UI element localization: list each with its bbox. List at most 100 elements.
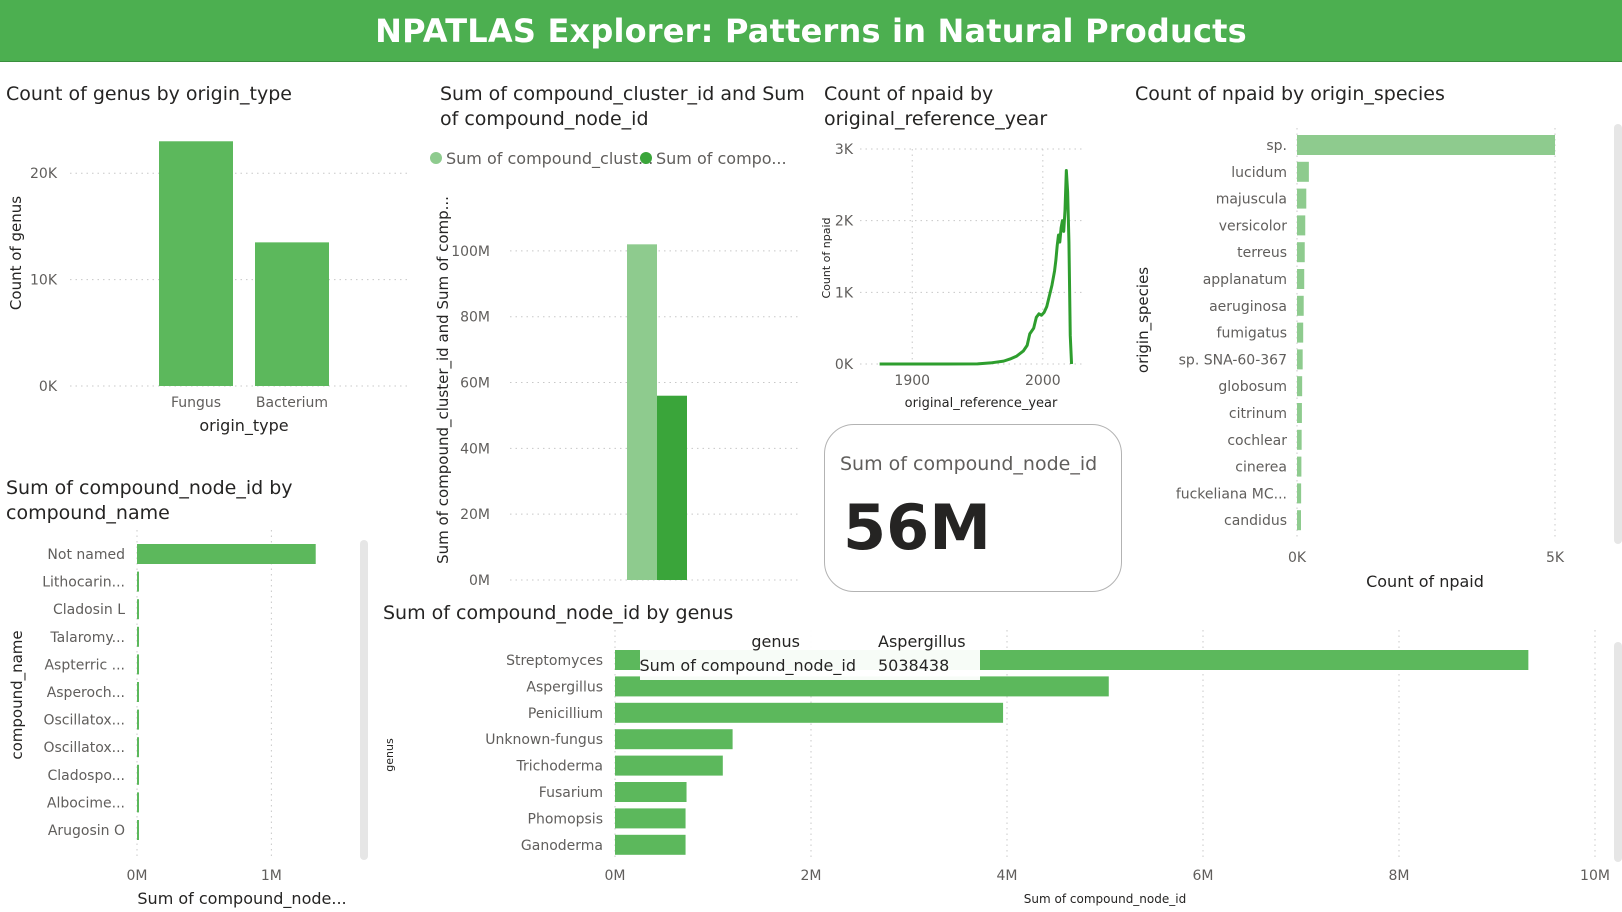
chart-genus-by-origin-type[interactable]: 0K 10K 20K Fungus Bacterium origin_type Count … (0, 120, 420, 460)
legend-label: Sum of compound_clust... (446, 149, 653, 169)
chart-node-by-compound-name[interactable]: 0M 1M Not named Lithocarin... Cladosin L Tala… (0, 530, 370, 912)
species-scrollbar[interactable] (1614, 124, 1622, 544)
kpi-value: 56M (843, 491, 991, 564)
x-tick-label: 8M (1389, 868, 1410, 884)
bar-4 (137, 626, 139, 647)
bar-6 (1297, 269, 1305, 289)
bar-bacterium (255, 242, 329, 386)
visual-title-npaid-by-species: Count of npaid by origin_species (1135, 83, 1445, 105)
y-tick-label: majuscula (1216, 192, 1287, 208)
tooltip-genus-label: genus (751, 632, 800, 651)
legend-marker (430, 152, 442, 164)
y-tick-label: Trichoderma (515, 759, 603, 775)
y-tick-label: applanatum (1203, 272, 1287, 288)
bar-trichoderma (615, 755, 723, 776)
report-title: NPATLAS Explorer: Patterns in Natural Pr… (375, 11, 1247, 50)
y-tick-label: Oscillatox... (43, 713, 125, 729)
y-tick-label: 20K (30, 166, 58, 182)
bar-9 (137, 764, 139, 785)
bar-phomopsis (615, 808, 686, 829)
x-axis-title: origin_type (199, 416, 288, 436)
genus-tooltip: genus Aspergillus Sum of compound_node_i… (639, 628, 980, 680)
y-axis-title: Sum of compound_cluster_id and Sum of co… (434, 196, 453, 564)
y-axis-title: compound_name (8, 630, 27, 759)
x-tick-label: 2000 (1025, 373, 1061, 389)
tooltip-genus-value: Aspergillus (878, 632, 966, 651)
bar-aspergillus (615, 676, 1109, 697)
x-tick-label: 6M (1193, 868, 1214, 884)
bar-fusarium (615, 782, 687, 802)
y-axis-title: Count of genus (7, 196, 25, 310)
x-axis-title: Sum of compound_node_id (1024, 892, 1186, 906)
y-tick-label: fumigatus (1217, 326, 1287, 342)
genus-scrollbar[interactable] (1614, 642, 1622, 862)
x-axis-title: Sum of compound_node... (137, 889, 346, 909)
line-series (879, 169, 1074, 366)
compound-scrollbar[interactable] (360, 540, 368, 860)
legend-label: Sum of compo... (656, 149, 787, 168)
report-banner: NPATLAS Explorer: Patterns in Natural Pr… (0, 0, 1622, 62)
x-tick-label: 2M (801, 868, 822, 884)
y-tick-label: Fusarium (539, 785, 603, 801)
y-axis-title: genus (383, 738, 396, 772)
x-tick-label: 0M (605, 868, 626, 884)
bar-series-1 (627, 244, 657, 580)
bar-2 (1297, 161, 1309, 182)
bar-ganoderma (615, 834, 686, 855)
chart-npaid-by-species[interactable]: 0K 5K sp. lucidum majuscula versicolor terreus… (1134, 120, 1622, 600)
bar-8 (137, 737, 139, 758)
bar-2 (137, 571, 139, 592)
y-tick-label: Oscillatox... (43, 740, 125, 756)
y-tick-label: 0K (835, 357, 854, 373)
x-axis-title: Count of npaid (1366, 572, 1484, 591)
kpi-card[interactable]: Sum of compound_node_id 56M (824, 424, 1122, 592)
bar-penicillium (615, 702, 1004, 723)
x-tick-label: 0M (127, 868, 148, 884)
y-tick-label: Phomopsis (528, 811, 603, 827)
bar-3 (1297, 188, 1307, 209)
bar-11 (137, 820, 139, 840)
bar-5 (137, 654, 139, 675)
bar-4 (1297, 215, 1306, 236)
y-tick-label: citrinum (1229, 406, 1287, 422)
y-tick-label: Lithocarin... (42, 575, 125, 591)
bar-3 (137, 599, 139, 620)
visual-title-genus-by-origin: Count of genus by origin_type (6, 83, 292, 105)
bar-series-2 (657, 395, 687, 580)
x-tick-label: 1M (261, 868, 282, 884)
bar-13 (1297, 456, 1302, 477)
y-tick-label: sp. SNA-60-367 (1179, 352, 1287, 368)
bar-10 (137, 792, 139, 813)
kpi-label: Sum of compound_node_id (840, 453, 1098, 475)
x-tick-label: 10M (1580, 868, 1610, 884)
legend-marker (640, 152, 652, 164)
y-tick-label: Aspterric ... (44, 657, 125, 673)
y-tick-label: 100M (451, 244, 490, 260)
bar-6 (137, 682, 139, 702)
chart-npaid-by-year[interactable]: 0K 1K 2K 3K 1900 2000 original_reference_year C… (820, 140, 1090, 420)
y-tick-label: 60M (460, 376, 490, 392)
bar-7 (1297, 295, 1304, 316)
y-tick-label: lucidum (1231, 165, 1287, 181)
x-tick-label: 5K (1546, 550, 1565, 566)
chart-node-by-genus[interactable]: 0M 2M 4M 6M 8M 10M Streptomyces Aspergillus Peni… (380, 630, 1622, 912)
y-tick-label: 0M (469, 573, 490, 589)
bar-fungus (159, 141, 233, 386)
x-tick-label: Bacterium (256, 395, 328, 411)
x-tick-label: 0K (1288, 550, 1307, 566)
y-tick-label: aeruginosa (1209, 299, 1287, 315)
bar-5 (1297, 242, 1305, 263)
x-tick-label: 4M (997, 868, 1018, 884)
bar-12 (1297, 429, 1302, 450)
y-tick-label: cinerea (1235, 460, 1287, 476)
y-tick-label: Ganoderma (521, 838, 603, 854)
y-tick-label: globosum (1218, 379, 1287, 395)
bar-7 (137, 709, 139, 730)
y-tick-label: candidus (1224, 513, 1287, 529)
y-tick-label: 20M (460, 507, 490, 523)
y-tick-label: terreus (1237, 245, 1287, 261)
y-tick-label: Arugosin O (48, 823, 125, 839)
bar-14 (1297, 483, 1302, 504)
bar-unknown-fungus (615, 729, 733, 750)
chart-cluster-node-sums[interactable]: Sum of compound_clust... Sum of compo... 0… (430, 140, 810, 590)
